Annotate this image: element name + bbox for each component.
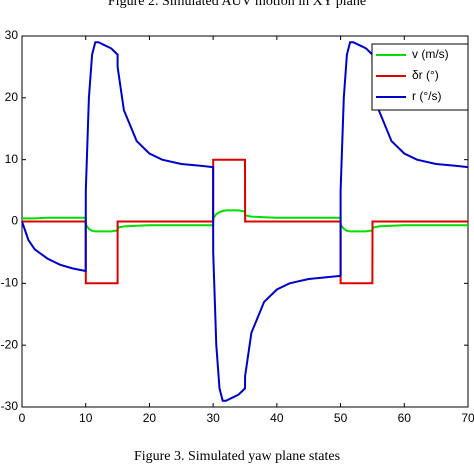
series-line <box>21 41 469 402</box>
y-tick-label: 10 <box>5 152 19 166</box>
x-tick-label: 40 <box>270 411 284 425</box>
x-tick-label: 30 <box>206 411 220 425</box>
series-line <box>22 209 468 233</box>
x-tick-label: 70 <box>461 411 474 425</box>
series-line <box>22 158 468 285</box>
y-tick-label: -20 <box>1 337 19 351</box>
legend-label: δr (°) <box>412 68 439 82</box>
y-tick-label: 20 <box>5 90 19 104</box>
x-tick-label: 50 <box>334 411 348 425</box>
x-tick-label: 60 <box>398 411 412 425</box>
y-tick-label: -10 <box>1 276 19 290</box>
caption: Figure 3. Simulated yaw plane states <box>134 449 340 464</box>
x-tick-label: 20 <box>143 411 157 425</box>
y-tick-label: -30 <box>1 399 19 413</box>
x-tick-label: 10 <box>79 411 93 425</box>
legend-label: r (°/s) <box>412 89 441 103</box>
y-tick-label: 30 <box>5 28 19 42</box>
legend-label: v (m/s) <box>412 47 449 61</box>
y-tick-label: 0 <box>11 214 18 228</box>
prev-caption: Figure 2. Simulated AUV motion in XY pla… <box>108 0 366 9</box>
x-tick-label: 0 <box>19 411 26 425</box>
